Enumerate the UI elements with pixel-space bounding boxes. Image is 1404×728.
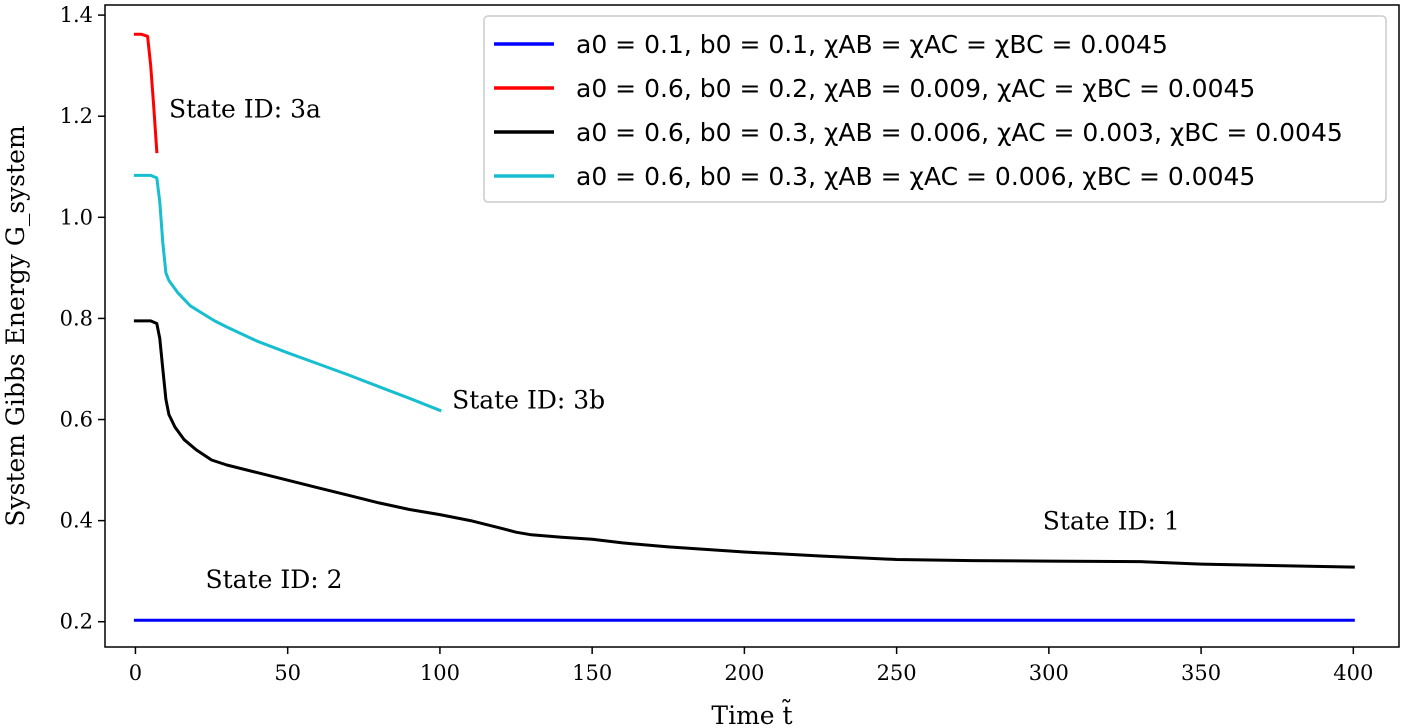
legend-entries: a0 = 0.1, b0 = 0.1, χAB = χAC = χBC = 0.…	[494, 30, 1343, 191]
series-layer	[133, 32, 1355, 622]
y-tick-label: 0.2	[60, 610, 93, 634]
state-annotation: State ID: 3b	[452, 385, 605, 414]
y-tick-label: 1.0	[60, 205, 93, 229]
x-tick-label: 250	[877, 661, 917, 685]
y-tick-label: 0.6	[60, 408, 93, 432]
x-tick-label: 50	[274, 661, 301, 685]
x-tick-label: 150	[572, 661, 612, 685]
state-annotation: State ID: 1	[1043, 507, 1180, 536]
x-tick-label: 200	[724, 661, 764, 685]
y-axis-title: System Gibbs Energy G_system	[1, 125, 30, 527]
x-tick-label: 300	[1029, 661, 1069, 685]
x-axis-title: Time t̃	[711, 699, 792, 728]
plot-area-frame	[104, 4, 1400, 648]
state-annotation: State ID: 3a	[169, 95, 321, 124]
legend-box	[483, 15, 1387, 203]
y-axis: 0.2 0.4 0.6 0.8 1.0 1.2 1.4	[60, 3, 105, 634]
series-line-1	[133, 32, 159, 154]
y-tick-label: 1.4	[60, 3, 93, 27]
legend-label-3: a0 = 0.6, b0 = 0.3, χAB = χAC = 0.006, χ…	[576, 162, 1255, 191]
y-tick-label: 0.4	[60, 509, 93, 533]
legend-label-0: a0 = 0.1, b0 = 0.1, χAB = χAC = χBC = 0.…	[576, 30, 1168, 59]
y-tick-label: 1.2	[60, 104, 93, 128]
x-tick-label: 0	[129, 661, 142, 685]
x-tick-label: 400	[1333, 661, 1373, 685]
series-line-2	[133, 319, 1355, 569]
state-annotation: State ID: 2	[205, 565, 342, 594]
y-tick-label: 0.8	[60, 306, 93, 330]
legend-label-1: a0 = 0.6, b0 = 0.2, χAB = 0.009, χAC = χ…	[576, 74, 1255, 103]
x-tick-label: 350	[1181, 661, 1221, 685]
x-axis: 0 50 100 150 200 250 300 350 400	[129, 647, 1373, 685]
x-tick-label: 100	[420, 661, 460, 685]
legend: a0 = 0.1, b0 = 0.1, χAB = χAC = χBC = 0.…	[483, 15, 1387, 203]
annotation-layer: State ID: 3a State ID: 3b State ID: 1 State…	[169, 95, 1180, 594]
series-line-3	[133, 173, 442, 413]
legend-label-2: a0 = 0.6, b0 = 0.3, χAB = 0.006, χAC = 0…	[576, 118, 1343, 147]
